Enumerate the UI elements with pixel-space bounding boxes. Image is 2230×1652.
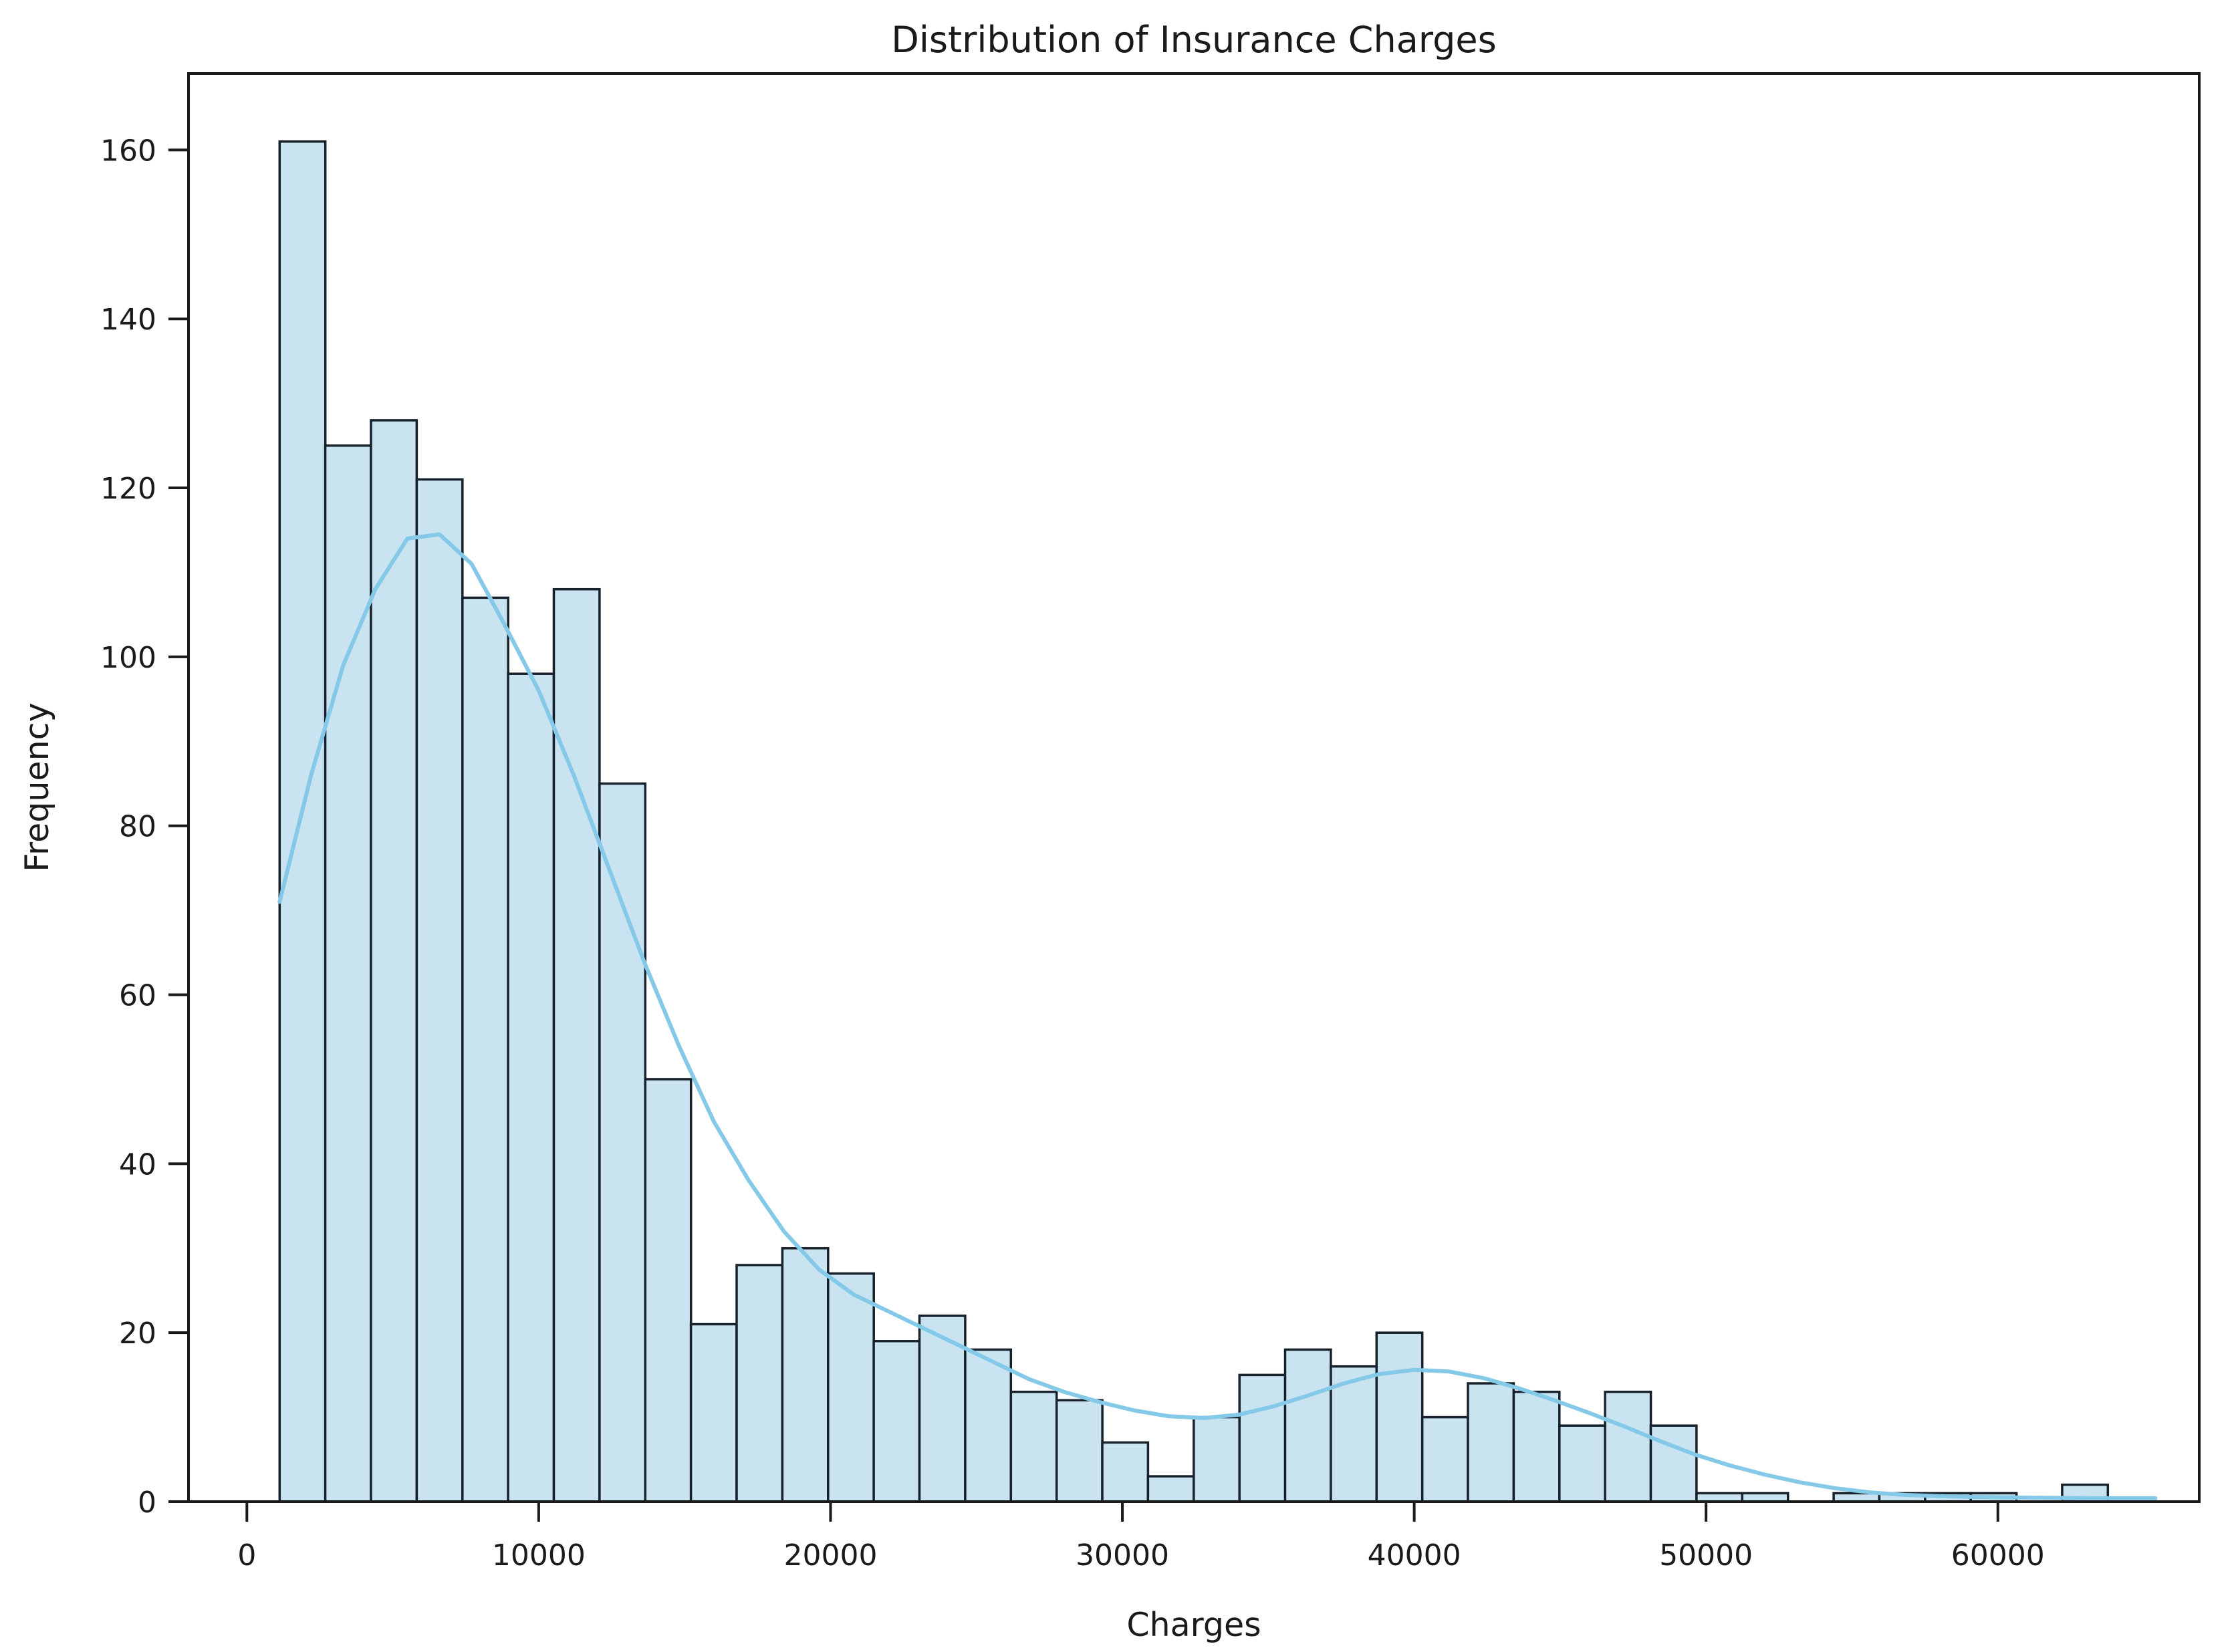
histogram-bar bbox=[1146, 1475, 1195, 1503]
y-tick-label: 120 bbox=[100, 472, 156, 506]
y-tick-label: 140 bbox=[100, 303, 156, 337]
histogram-bar bbox=[689, 1323, 738, 1503]
histogram-bar bbox=[1193, 1415, 1241, 1503]
x-tick-label: 50000 bbox=[1659, 1538, 1753, 1572]
histogram-bar bbox=[507, 672, 555, 1503]
histogram-bar bbox=[370, 419, 418, 1503]
histogram-bar bbox=[872, 1340, 921, 1503]
x-tick-label: 20000 bbox=[783, 1538, 877, 1572]
histogram-bar bbox=[461, 596, 509, 1503]
histogram-bar bbox=[644, 1078, 693, 1503]
x-tick-label: 10000 bbox=[492, 1538, 586, 1572]
histogram-bar bbox=[1604, 1390, 1652, 1503]
histogram-bar bbox=[1009, 1390, 1058, 1503]
histogram-bar bbox=[1238, 1373, 1287, 1503]
plot-spines bbox=[187, 72, 2201, 1503]
histogram-bar bbox=[1512, 1390, 1561, 1503]
histogram-bar bbox=[1101, 1441, 1150, 1503]
x-axis-label: Charges bbox=[1126, 1606, 1261, 1644]
histogram-bar bbox=[1558, 1424, 1606, 1503]
histogram-bar bbox=[552, 587, 601, 1503]
histogram-bar bbox=[1649, 1424, 1698, 1503]
histogram-bar bbox=[598, 782, 647, 1503]
histogram-bar bbox=[1420, 1415, 1469, 1503]
y-tick-label: 0 bbox=[138, 1486, 156, 1520]
x-tick-label: 40000 bbox=[1368, 1538, 1461, 1572]
histogram-bar bbox=[1375, 1331, 1424, 1503]
x-tick-label: 0 bbox=[237, 1538, 256, 1572]
histogram-bar bbox=[1055, 1399, 1104, 1503]
kde-curve bbox=[277, 532, 2158, 1500]
histogram-bar bbox=[735, 1264, 784, 1503]
histogram-bar bbox=[781, 1247, 830, 1503]
histogram-bar bbox=[324, 444, 372, 1503]
y-tick-label: 160 bbox=[100, 134, 156, 168]
y-tick-label: 20 bbox=[119, 1317, 156, 1351]
y-tick-label: 40 bbox=[119, 1147, 156, 1182]
y-tick-label: 100 bbox=[100, 641, 156, 675]
y-tick-label: 80 bbox=[119, 810, 156, 844]
histogram-bar bbox=[964, 1348, 1013, 1503]
histogram-bar bbox=[415, 478, 464, 1503]
chart-title: Distribution of Insurance Charges bbox=[891, 19, 1496, 61]
histogram-bar bbox=[827, 1272, 875, 1503]
histogram-bar bbox=[278, 140, 327, 1503]
x-tick-label: 60000 bbox=[1951, 1538, 2045, 1572]
histogram-bar bbox=[1283, 1348, 1332, 1503]
x-tick-label: 30000 bbox=[1076, 1538, 1169, 1572]
histogram-bar bbox=[1467, 1382, 1515, 1503]
plot-area: 0 10000 20000 30000 40000 50000 60000 0 20 40 60 80… bbox=[100, 72, 2201, 1572]
y-axis-label: Frequency bbox=[18, 702, 56, 871]
y-tick-label: 60 bbox=[119, 979, 156, 1013]
